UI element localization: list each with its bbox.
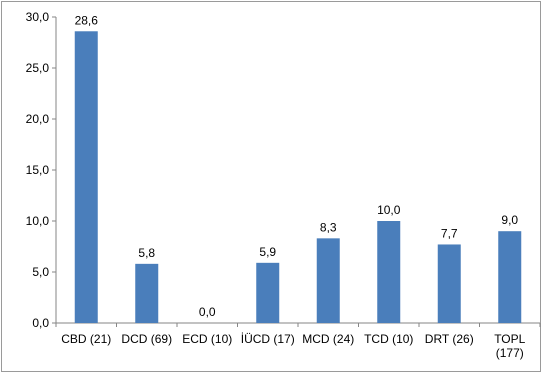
bar (377, 221, 401, 323)
data-label: 8,3 (320, 220, 337, 234)
data-label: 0,0 (199, 305, 216, 319)
x-tick-label: TCD (10) (364, 332, 413, 346)
x-tick-label: CBD (21) (61, 332, 111, 346)
chart-axes: 0,0 5,0 10,0 15,0 20,0 25,0 30,0 (26, 10, 541, 330)
y-tick-label: 10,0 (26, 214, 50, 228)
data-label: 5,8 (138, 246, 155, 260)
x-tick-label: İÜCD (17) (241, 332, 295, 346)
x-tick-label: ECD (10) (182, 332, 232, 346)
y-tick-label: 20,0 (26, 112, 50, 126)
chart-labels: 28,6 CBD (21) 5,8 DCD (69) 0,0 ECD (10) 5,9 İÜC… (61, 13, 525, 360)
y-tick-label: 30,0 (26, 10, 50, 24)
data-label: 5,9 (259, 245, 276, 259)
y-tick-label: 0,0 (32, 316, 49, 330)
data-label: 9,0 (501, 213, 518, 227)
y-tick-label: 15,0 (26, 163, 50, 177)
data-label: 10,0 (377, 203, 401, 217)
x-tick-label: (177) (496, 346, 524, 360)
x-tick-label: TOPL (494, 332, 525, 346)
bar (498, 231, 522, 323)
data-label: 7,7 (441, 226, 458, 240)
y-tick-label: 5,0 (32, 265, 49, 279)
x-tick-label: DRT (26) (425, 332, 474, 346)
chart-bars (74, 31, 522, 324)
bar (74, 31, 98, 324)
data-label: 28,6 (75, 13, 99, 27)
bar (437, 244, 461, 323)
bar (135, 263, 159, 323)
bar (316, 238, 340, 323)
bar (256, 262, 280, 323)
y-tick-label: 25,0 (26, 61, 50, 75)
x-tick-label: DCD (69) (121, 332, 172, 346)
x-tick-label: MCD (24) (302, 332, 354, 346)
